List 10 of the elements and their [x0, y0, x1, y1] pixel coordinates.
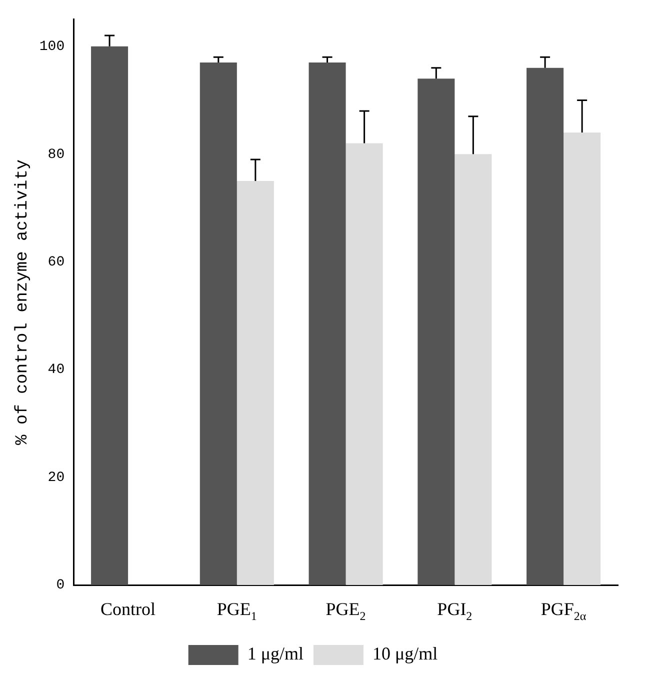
- x-tick-label: Control: [100, 599, 156, 619]
- y-tick-label: 100: [39, 39, 65, 56]
- y-tick-label: 60: [48, 254, 65, 271]
- y-axis-title: % of control enzyme activity: [14, 159, 33, 446]
- legend-label: 10 μg/ml: [372, 644, 438, 664]
- y-tick-label: 80: [48, 146, 65, 163]
- y-tick-label: 40: [48, 362, 65, 378]
- y-tick-label: 20: [48, 470, 65, 486]
- y-tick-label: 0: [56, 578, 65, 594]
- legend-label: 1 μg/ml: [247, 644, 304, 664]
